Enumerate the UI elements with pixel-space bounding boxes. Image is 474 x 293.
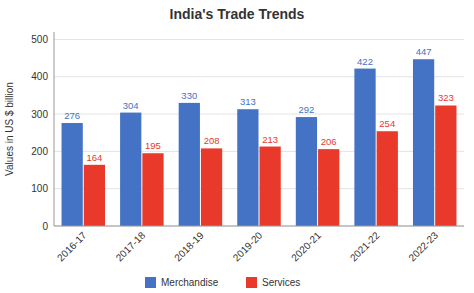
bar [435, 105, 456, 226]
bar [260, 147, 281, 226]
x-tick-label: 2020-21 [289, 229, 323, 263]
data-label: 195 [145, 140, 161, 151]
legend-label: Services [262, 277, 300, 288]
bar [237, 109, 258, 226]
y-tick-label: 100 [31, 183, 48, 194]
legend-label: Merchandise [161, 277, 219, 288]
x-tick-label: 2021-22 [348, 229, 382, 263]
bar [354, 69, 375, 226]
bars [62, 59, 457, 226]
y-tick-label: 400 [31, 71, 48, 82]
y-tick-label: 300 [31, 109, 48, 120]
x-tick-label: 2022-23 [406, 229, 440, 263]
x-tick-label: 2019-20 [231, 229, 265, 263]
data-label: 422 [357, 56, 373, 67]
data-label: 330 [181, 90, 197, 101]
data-label: 323 [438, 92, 454, 103]
x-tick-label: 2016-17 [55, 229, 89, 263]
grid-line [54, 226, 464, 227]
data-label: 276 [64, 110, 80, 121]
bar [84, 165, 105, 226]
legend: Merchandise Services [145, 277, 300, 288]
bar [62, 123, 83, 226]
bar [179, 103, 200, 226]
page: {"chart_data": {"type": "bar", "title": … [0, 0, 474, 293]
y-tick-label: 0 [42, 221, 48, 232]
data-label: 206 [321, 136, 337, 147]
legend-swatch [145, 277, 156, 288]
y-tick-label: 500 [31, 34, 48, 45]
data-label: 304 [123, 100, 139, 111]
data-labels: 276 304 330 313 292 422 447 164 195 208 213 206 254 3… [64, 46, 454, 163]
grid [54, 39, 464, 226]
bar [201, 148, 222, 226]
data-label: 208 [204, 135, 220, 146]
grid-line [54, 39, 464, 40]
bar [413, 59, 434, 226]
legend-swatch [246, 277, 257, 288]
data-label: 164 [86, 152, 102, 163]
chart-container: India's Trade Trends Values in US $ billi… [0, 0, 474, 293]
data-label: 292 [299, 104, 315, 115]
data-label: 447 [416, 46, 432, 57]
bar [142, 153, 163, 226]
bar [377, 131, 398, 226]
data-label: 254 [379, 118, 395, 129]
bar [296, 117, 317, 226]
x-axis-line [54, 226, 464, 227]
bar [318, 149, 339, 226]
grid-line [54, 188, 464, 189]
data-label: 313 [240, 96, 256, 107]
bar [120, 113, 141, 226]
x-tick-label: 2017-18 [114, 229, 148, 263]
title: India's Trade Trends [170, 6, 305, 22]
data-label: 213 [262, 134, 278, 145]
grid-line [54, 76, 464, 77]
y-axis-line [54, 32, 55, 226]
y-tick-label: 200 [31, 146, 48, 157]
grid-line [54, 114, 464, 115]
chart-svg: India's Trade Trends Values in US $ billi… [0, 0, 474, 293]
x-tick-label: 2018-19 [172, 229, 206, 263]
y-axis-label: Values in US $ billion [4, 82, 15, 176]
grid-line [54, 151, 464, 152]
